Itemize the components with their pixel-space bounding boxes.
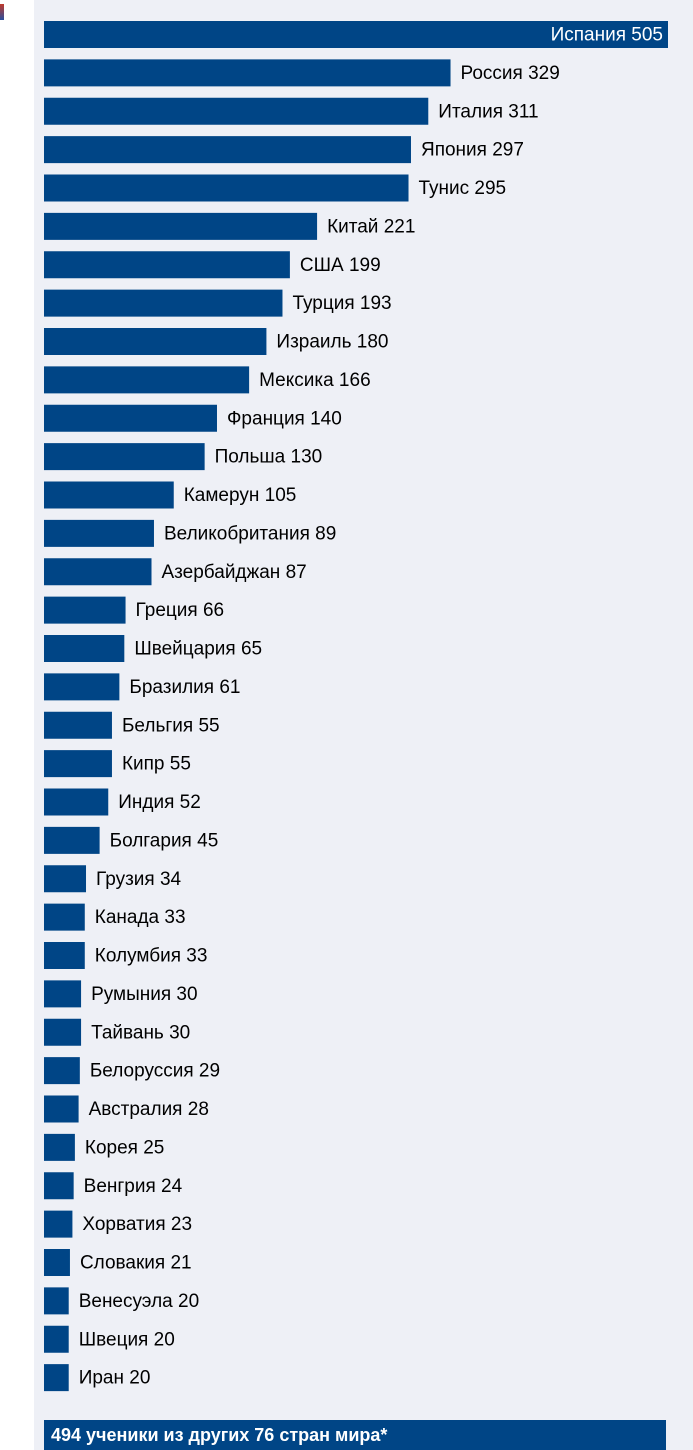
bar bbox=[44, 826, 100, 854]
bar bbox=[44, 1172, 74, 1200]
bar-label: Мексика 166 bbox=[259, 370, 371, 391]
bar-label: Китай 221 bbox=[327, 216, 415, 237]
bar bbox=[44, 1018, 82, 1046]
chart-background bbox=[34, 0, 693, 1450]
bar-label: Индия 52 bbox=[118, 792, 201, 813]
bar bbox=[44, 212, 318, 240]
bar bbox=[44, 673, 120, 701]
bar-label: Азербайджан 87 bbox=[162, 562, 307, 583]
bar bbox=[44, 174, 409, 202]
bar-label: Россия 329 bbox=[461, 63, 560, 84]
bar-label: Бразилия 61 bbox=[129, 677, 240, 698]
bar bbox=[44, 980, 82, 1008]
bar-label: Колумбия 33 bbox=[95, 946, 208, 967]
bar bbox=[44, 443, 205, 471]
bar-label: Франция 140 bbox=[227, 408, 342, 429]
bar bbox=[44, 1325, 69, 1353]
bar bbox=[44, 865, 87, 893]
bar-label: Швеция 20 bbox=[79, 1329, 175, 1350]
bar-label: Кипр 55 bbox=[122, 754, 191, 775]
bar-label: Испания 505 bbox=[551, 25, 663, 46]
footer-note: 494 ученики из других 76 стран мира* bbox=[44, 1420, 666, 1450]
bar-label: Корея 25 bbox=[85, 1137, 164, 1158]
bar bbox=[44, 1057, 80, 1085]
bar-label: Польша 130 bbox=[215, 447, 323, 468]
bar bbox=[44, 1095, 79, 1123]
bar-label: Румыния 30 bbox=[91, 984, 198, 1005]
bar bbox=[44, 251, 290, 279]
bar-label: Белоруссия 29 bbox=[90, 1061, 220, 1082]
bar bbox=[44, 750, 112, 778]
bar bbox=[44, 1249, 70, 1276]
bar bbox=[44, 1287, 69, 1315]
bar bbox=[44, 558, 152, 586]
bar bbox=[44, 519, 154, 547]
bar-label: Венесуэла 20 bbox=[79, 1291, 199, 1312]
bar bbox=[44, 903, 85, 931]
bar-label: Италия 311 bbox=[438, 101, 538, 122]
bar bbox=[44, 136, 411, 164]
bar-label: Хорватия 23 bbox=[82, 1214, 192, 1235]
bar bbox=[44, 97, 429, 125]
bar-label: Словакия 21 bbox=[80, 1253, 192, 1274]
bar bbox=[44, 328, 267, 355]
bar-label: Венгрия 24 bbox=[84, 1176, 183, 1197]
bar-label: Турция 193 bbox=[292, 293, 391, 314]
bar-label: США 199 bbox=[300, 255, 381, 276]
bar bbox=[44, 596, 126, 624]
bar-label: Греция 66 bbox=[136, 600, 225, 621]
bar-label: Израиль 180 bbox=[276, 332, 388, 353]
flag-icon bbox=[0, 4, 4, 20]
bar bbox=[44, 404, 217, 432]
bar bbox=[44, 481, 174, 509]
bar bbox=[44, 21, 668, 48]
bar-label: Великобритания 89 bbox=[164, 523, 336, 544]
bar bbox=[44, 1210, 73, 1238]
bar-label: Австралия 28 bbox=[89, 1099, 209, 1120]
bar-label: Камерун 105 bbox=[184, 485, 297, 506]
bar-label: Тайвань 30 bbox=[91, 1022, 190, 1043]
bar-label: Тунис 295 bbox=[419, 178, 507, 199]
bar-label: Япония 297 bbox=[421, 140, 524, 161]
bar-label: Болгария 45 bbox=[110, 830, 219, 851]
bar bbox=[44, 289, 283, 317]
bar bbox=[44, 788, 109, 816]
bar bbox=[44, 635, 125, 662]
bar bbox=[44, 1364, 69, 1392]
bar-label: Бельгия 55 bbox=[122, 715, 220, 736]
bar-label: Швейцария 65 bbox=[134, 639, 262, 660]
bar-label: Грузия 34 bbox=[96, 869, 182, 890]
bar-label: Канада 33 bbox=[95, 907, 186, 928]
bar bbox=[44, 1133, 75, 1161]
bar bbox=[44, 59, 451, 87]
bar-label: Иран 20 bbox=[79, 1368, 151, 1389]
bar bbox=[44, 366, 250, 394]
bar bbox=[44, 711, 112, 739]
bar bbox=[44, 942, 85, 969]
